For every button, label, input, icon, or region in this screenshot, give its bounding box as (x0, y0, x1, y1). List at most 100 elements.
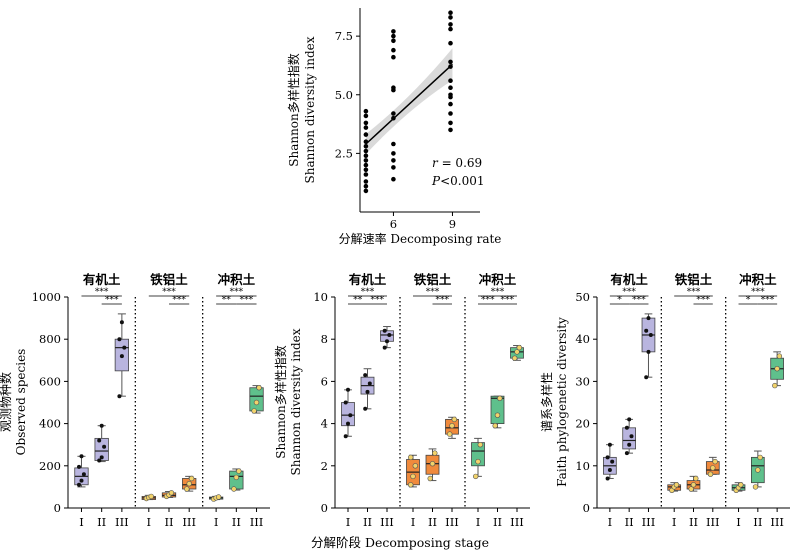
scatter-point (363, 132, 369, 137)
significance-label: *** (426, 288, 440, 298)
y-tick-label: 200 (39, 459, 61, 473)
x-tick-label: I (672, 515, 677, 529)
y-tick-label: 4 (321, 417, 328, 431)
y-tick-label: 7.5 (335, 29, 353, 43)
scatter-point (363, 153, 369, 158)
data-point (605, 455, 610, 460)
data-point (231, 486, 237, 492)
data-point (644, 375, 649, 380)
data-point (755, 467, 761, 473)
significance-label: *** (751, 288, 765, 298)
x-tick-label: II (625, 515, 634, 529)
y-tick-label: 0 (321, 501, 328, 515)
y-tick-label: 400 (39, 417, 61, 431)
scatter-point (448, 10, 453, 15)
data-point (673, 482, 680, 488)
data-point (646, 316, 651, 321)
x-tick-label: III (182, 515, 196, 529)
data-point (119, 320, 124, 325)
significance-label: *** (162, 288, 176, 298)
data-point (427, 475, 433, 482)
data-point (97, 438, 102, 443)
data-point (477, 442, 483, 448)
x-tick-label: II (232, 515, 241, 529)
scatter-point (448, 40, 453, 46)
data-point (429, 461, 436, 467)
group-title: 冲积土 (479, 272, 517, 287)
significance-label: *** (481, 296, 495, 306)
significance-label: * (746, 296, 751, 306)
y-tick-label: 6 (321, 374, 328, 388)
y-tick-label: 800 (39, 332, 61, 346)
data-point (346, 387, 350, 392)
scatter-point (363, 172, 369, 177)
x-tick-label: II (753, 515, 762, 529)
group-title: 冲积土 (218, 272, 256, 287)
group-title: 铁铝土 (675, 272, 713, 287)
y-tick-label: 20 (575, 417, 590, 431)
x-tick-label: I (411, 515, 416, 529)
significance-label: * (617, 296, 622, 306)
data-point (514, 349, 520, 355)
data-point (646, 349, 651, 354)
data-point (497, 395, 503, 401)
box (94, 437, 109, 461)
data-point (408, 454, 414, 461)
data-point (690, 482, 697, 488)
data-point (251, 408, 257, 414)
scatter-point (391, 111, 396, 116)
scatter-point (448, 26, 453, 32)
x-tick-label: II (363, 515, 372, 529)
y-tick-label: 40 (575, 332, 590, 346)
data-point (256, 385, 262, 391)
significance-label: *** (436, 296, 450, 306)
faith-pd-boxplot: 有机土 铁铝土 冲积土**** ************* ***01020304050… (539, 272, 790, 529)
confidence-band (365, 48, 453, 154)
data-point (346, 421, 350, 426)
data-point (79, 478, 84, 483)
data-point (712, 458, 718, 465)
data-point (412, 463, 418, 469)
y-tick-label: 8 (321, 332, 328, 346)
scatter-point (448, 111, 453, 116)
y-tick-label: 10 (575, 459, 590, 473)
scatter-point (391, 158, 396, 163)
x-tick-label: I (476, 515, 481, 529)
data-point (99, 455, 104, 460)
x-tick-label: III (706, 515, 720, 529)
scatter-point (363, 188, 369, 194)
significance-label: *** (501, 296, 515, 306)
y-tick-label: 10 (313, 290, 328, 304)
data-point (607, 442, 612, 447)
scatter-point (391, 141, 396, 147)
significance-label: *** (361, 288, 375, 298)
data-point (253, 399, 260, 406)
data-point (644, 328, 649, 333)
x-tick-label: III (770, 515, 784, 529)
scatter-point (363, 183, 369, 189)
p-value-label: P<0.001 (431, 174, 485, 188)
scatter-point (448, 59, 453, 65)
data-point (385, 339, 389, 344)
data-point (363, 406, 368, 411)
data-point (188, 475, 195, 482)
top-y-axis-title-en: Shannon diversity index (303, 36, 317, 183)
top-x-axis-title: 分解速率 Decomposing rate (339, 231, 502, 246)
data-point (81, 472, 86, 477)
data-point (168, 490, 175, 496)
data-point (186, 481, 192, 487)
scatter-point (448, 120, 453, 126)
scatter-point (391, 29, 396, 34)
data-point (627, 417, 632, 422)
data-point (449, 423, 455, 429)
decomposing-rate-scatter-chart: 6 9 2.5 5.0 7.5 分解速率 Decomposing rate Shannon多… (286, 8, 501, 246)
x-tick-label: II (428, 515, 437, 529)
scatter-point (363, 179, 369, 184)
data-point (102, 444, 107, 449)
y-tick-label: 2 (321, 459, 328, 473)
y-tick-label: 5.0 (335, 88, 353, 102)
scatter-point (363, 108, 369, 114)
scatter-point (363, 125, 369, 130)
data-point (473, 473, 479, 480)
